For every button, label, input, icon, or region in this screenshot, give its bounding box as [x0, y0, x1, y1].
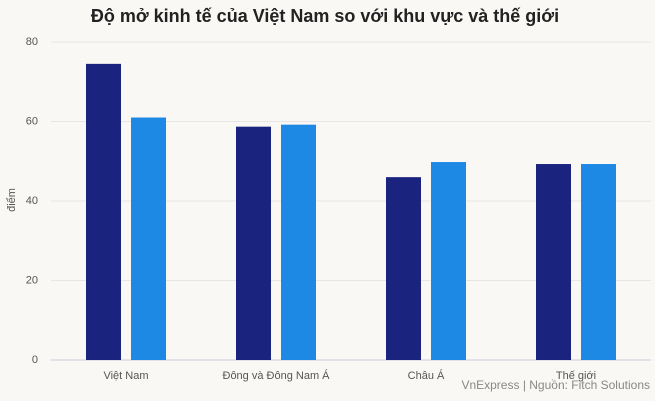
bar — [281, 124, 316, 361]
source: VnExpress | Nguồn: Fitch Solutions — [461, 378, 650, 392]
x-tick-label: Thế giới — [556, 370, 596, 382]
chart-title: Độ mở kinh tế của Việt Nam so với khu vự… — [91, 6, 559, 26]
bar — [581, 164, 616, 360]
x-tick-label: Việt Nam — [103, 370, 148, 382]
bar — [86, 63, 121, 361]
bar — [236, 126, 271, 360]
y-tick-label: 40 — [26, 195, 38, 207]
y-tick-label: 80 — [26, 36, 38, 48]
y-tick-label: 0 — [32, 354, 38, 366]
x-tick-label: Đông và Đông Nam Á — [223, 369, 331, 382]
bar — [131, 117, 166, 361]
bar — [431, 162, 466, 360]
bar — [536, 164, 571, 360]
y-axis-label: điểm — [6, 188, 18, 212]
x-tick-label: Châu Á — [408, 369, 445, 382]
y-tick-label: 20 — [26, 274, 38, 286]
bar — [386, 177, 421, 360]
y-tick-label: 60 — [26, 115, 38, 127]
